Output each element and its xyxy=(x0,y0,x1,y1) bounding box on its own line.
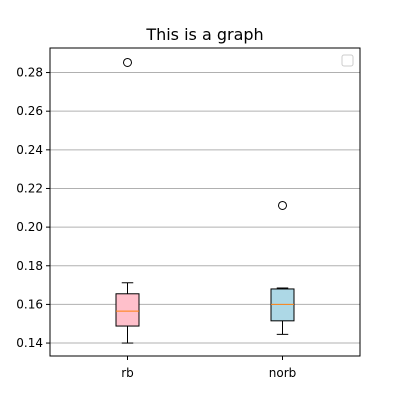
y-tick-label: 0.18 xyxy=(16,259,43,273)
outlier-point xyxy=(123,57,132,67)
x-tick-label-rb: rb xyxy=(121,366,134,380)
chart-title: This is a graph xyxy=(145,25,263,44)
box-series xyxy=(115,57,295,344)
y-tick-label: 0.28 xyxy=(16,66,43,80)
gridlines xyxy=(50,72,360,344)
y-tick-label: 0.26 xyxy=(16,104,43,118)
y-tick-label: 0.16 xyxy=(16,297,43,311)
plot-frame xyxy=(49,47,361,357)
y-axis-ticks: 0.14 0.16 0.18 0.20 0.22 0.24 0.26 0.28 xyxy=(16,66,50,350)
outlier-point xyxy=(278,200,287,210)
y-tick-label: 0.22 xyxy=(16,181,43,195)
y-tick-label: 0.20 xyxy=(16,220,43,234)
legend-box xyxy=(341,54,354,67)
y-tick-label: 0.24 xyxy=(16,143,43,157)
y-tick-label: 0.14 xyxy=(16,336,43,350)
x-tick-label-norb: norb xyxy=(269,366,297,380)
iqr-box xyxy=(115,293,140,327)
x-axis-ticks: rb norb xyxy=(121,356,296,380)
box-norb xyxy=(270,200,295,335)
box-rb xyxy=(115,57,140,344)
